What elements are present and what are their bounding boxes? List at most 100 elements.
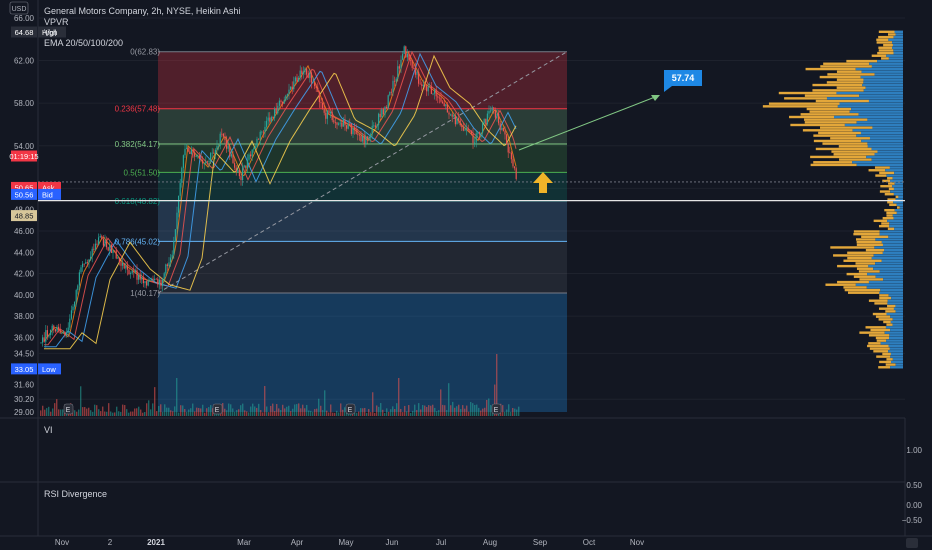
candle-body xyxy=(240,176,242,180)
candle-body xyxy=(40,342,42,344)
volume-profile-bar-down xyxy=(886,358,893,361)
volume-profile-bar-up xyxy=(880,342,903,345)
time-axis-label: Mar xyxy=(237,538,251,547)
candle-body xyxy=(242,167,244,180)
target-arrow-head xyxy=(651,95,660,101)
candle-body xyxy=(267,117,269,121)
volume-bar xyxy=(138,406,140,416)
volume-bar xyxy=(194,411,196,416)
volume-profile-bar-down xyxy=(813,139,862,143)
candle-body xyxy=(109,244,111,251)
price-tick-label: 36.00 xyxy=(14,333,35,342)
volume-bar xyxy=(162,411,164,416)
candle-body xyxy=(501,127,503,130)
volume-bar xyxy=(376,405,378,416)
volume-profile-bar-up xyxy=(888,350,903,353)
earnings-marker xyxy=(63,403,74,415)
candle-body xyxy=(459,120,461,126)
candle-body xyxy=(107,247,109,251)
volume-bar xyxy=(94,404,96,416)
volume-profile-bar-down xyxy=(887,33,896,36)
volume-bar xyxy=(178,412,180,416)
candle-body xyxy=(469,130,471,132)
candle-body xyxy=(402,53,404,60)
volume-bar xyxy=(510,411,512,416)
volume-profile-bar-up xyxy=(886,312,903,316)
candle-body xyxy=(285,95,287,101)
volume-bar xyxy=(42,405,44,416)
fib-extension-zone xyxy=(158,293,567,412)
candle-body xyxy=(277,105,279,114)
volume-bar xyxy=(420,409,422,416)
volume-profile-bar-up xyxy=(899,206,903,209)
candle-body xyxy=(165,264,167,274)
volume-profile-bar-up xyxy=(868,280,903,284)
time-axis-label: Apr xyxy=(291,538,304,547)
candle-body xyxy=(371,125,373,135)
volume-bar xyxy=(302,404,304,416)
volume-bar xyxy=(228,403,230,416)
volume-profile-bar-down xyxy=(843,286,867,289)
candle-body xyxy=(363,135,365,144)
volume-profile-bar-up xyxy=(872,126,903,129)
volume-bar xyxy=(356,412,358,416)
price-tick-label: 66.00 xyxy=(14,14,35,23)
volume-bar xyxy=(368,409,370,416)
candle-body xyxy=(154,278,156,281)
volume-profile-bar-down xyxy=(868,169,886,172)
volume-profile-bar-down xyxy=(888,182,895,185)
volume-bar xyxy=(440,389,442,416)
candle-body xyxy=(453,115,455,117)
volume-profile-bar-down xyxy=(879,294,889,297)
volume-profile-bar-up xyxy=(893,187,903,191)
volume-bar xyxy=(454,407,456,416)
volume-profile-bar-down xyxy=(818,131,861,135)
volume-bar xyxy=(132,411,134,416)
candle-body xyxy=(74,301,76,307)
candle-body xyxy=(346,125,348,129)
volume-bar xyxy=(124,405,126,416)
candle-body xyxy=(341,122,343,127)
volume-profile-bar-up xyxy=(883,278,903,281)
candle-body xyxy=(232,154,234,164)
candle-body xyxy=(514,166,516,169)
candle-body xyxy=(85,262,87,264)
volume-profile-bar-down xyxy=(873,219,888,223)
volume-profile-bar-up xyxy=(892,358,903,361)
fib-zone xyxy=(158,241,567,294)
volume-profile-bar-down xyxy=(836,70,862,73)
volume-bar xyxy=(406,411,408,416)
candle-body xyxy=(381,109,383,118)
volume-profile-bar-up xyxy=(879,230,903,233)
volume-profile-bar-up xyxy=(879,232,903,236)
candle-body xyxy=(230,154,232,157)
volume-profile-bar-up xyxy=(894,208,903,212)
volume-bar xyxy=(176,378,178,416)
volume-profile-bar-up xyxy=(889,222,903,225)
volume-bar xyxy=(142,412,144,416)
candle-body xyxy=(342,119,344,127)
volume-bar xyxy=(472,403,474,416)
volume-profile-bar-down xyxy=(810,155,867,159)
candle-body xyxy=(262,131,264,133)
price-badge-label: Low xyxy=(42,365,56,374)
candle-body xyxy=(283,100,285,104)
candle-body xyxy=(155,278,157,280)
volume-profile-bar-down xyxy=(884,208,895,212)
candle-body xyxy=(426,85,428,92)
candle-body xyxy=(437,96,439,98)
volume-bar xyxy=(458,404,460,416)
earnings-marker xyxy=(345,403,356,415)
volume-bar xyxy=(84,407,86,416)
candle-body xyxy=(211,152,213,154)
volume-bar xyxy=(44,409,46,416)
volume-profile-bar-up xyxy=(892,318,903,321)
volume-bar xyxy=(486,399,488,416)
target-price-label: 57.74 xyxy=(672,73,695,83)
candle-body xyxy=(248,154,250,160)
volume-bar xyxy=(398,378,400,416)
candle-body xyxy=(293,81,295,90)
volume-bar xyxy=(480,410,482,416)
volume-profile-bar-down xyxy=(874,302,888,305)
